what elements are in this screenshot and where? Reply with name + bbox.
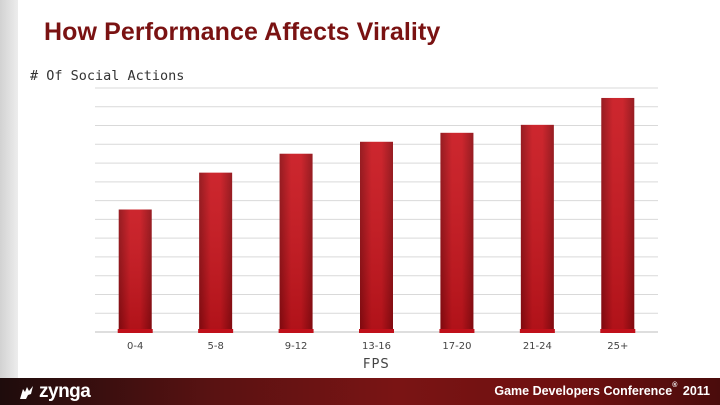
x-axis-title: FPS xyxy=(363,357,390,372)
conference-label: Game Developers Conference xyxy=(494,384,673,398)
bar-base xyxy=(198,329,234,333)
bar-shade xyxy=(601,97,635,332)
bar-shade xyxy=(279,153,313,332)
bar-shade xyxy=(520,124,554,333)
zynga-logo: zynga xyxy=(18,381,91,403)
conference-name: Game Developers Conference® 2011 xyxy=(494,382,710,398)
bar-base xyxy=(519,329,555,333)
bar-shade xyxy=(118,209,152,332)
bar-chart: 0-4 5-8 9-12 13-16 17-20 21-24 25+ xyxy=(95,87,658,352)
bar-shade xyxy=(360,141,393,332)
x-tick-label: 0-4 xyxy=(127,341,143,352)
slide-left-band xyxy=(0,0,18,405)
bar-base xyxy=(117,329,153,333)
x-tick-label: 9-12 xyxy=(285,341,308,352)
x-tick-label: 13-16 xyxy=(362,341,391,352)
bar-base xyxy=(439,329,475,333)
bar-13-16 xyxy=(359,141,394,333)
bar-5-8 xyxy=(198,172,234,333)
bar-shade xyxy=(440,132,474,332)
x-tick-label: 17-20 xyxy=(442,341,471,352)
logo-text: zynga xyxy=(39,381,91,402)
bar-shade xyxy=(199,172,233,332)
bar-base xyxy=(600,329,636,333)
y-axis-title: # Of Social Actions xyxy=(30,68,185,84)
dog-icon xyxy=(20,386,33,399)
x-tick-label: 21-24 xyxy=(523,341,552,352)
bar-base xyxy=(359,329,394,333)
bar-base xyxy=(278,329,314,333)
x-tick-label: 5-8 xyxy=(207,341,223,352)
registered-mark: ® xyxy=(672,382,678,389)
conference-year: 2011 xyxy=(682,384,710,398)
bar-9-12 xyxy=(278,153,314,333)
footer-bar: zynga Game Developers Conference® 2011 xyxy=(0,378,720,405)
bar-25+ xyxy=(600,97,636,333)
x-tick-label: 25+ xyxy=(607,341,628,352)
bar-21-24 xyxy=(519,124,555,333)
slide-title: How Performance Affects Virality xyxy=(44,18,441,46)
bar-0-4 xyxy=(117,209,153,333)
bar-17-20 xyxy=(439,132,475,333)
